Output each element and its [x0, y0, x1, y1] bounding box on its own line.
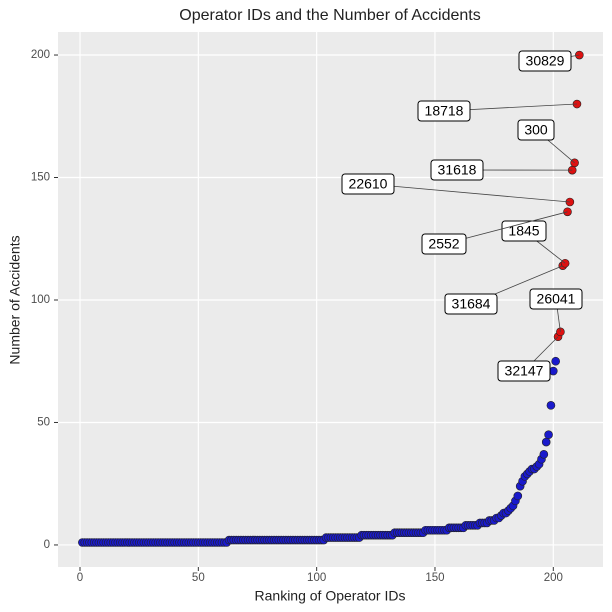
point-label: 31684: [452, 296, 491, 312]
label-box: [341, 173, 395, 195]
point: [544, 430, 553, 440]
y-tick-label: 50: [37, 417, 50, 429]
y-tick-label: 100: [31, 294, 50, 306]
point-label: 300: [524, 122, 548, 138]
label-box: [517, 119, 555, 141]
y-tick-label: 150: [31, 172, 50, 184]
labels: 32147 26041 31684 1845 2552 22610 31618 300 1871…: [341, 50, 583, 382]
point-label: 30829: [526, 53, 565, 69]
label-box: [529, 288, 583, 310]
label-box: [444, 293, 498, 315]
point: [513, 491, 523, 501]
grid: [58, 32, 603, 567]
y-axis-label: Number of Accidents: [7, 235, 23, 364]
chart-title: Operator IDs and the Number of Accidents: [179, 7, 480, 24]
x-tick-label: 0: [77, 572, 83, 584]
label-leader: [367, 183, 570, 203]
x-tick-label: 200: [544, 572, 563, 584]
x-axis-label: Ranking of Operator IDs: [255, 588, 406, 604]
x-tick-label: 150: [425, 572, 444, 584]
point: [551, 356, 560, 366]
point: [539, 450, 549, 459]
label-box: [497, 360, 551, 382]
label-box: [417, 100, 471, 122]
point-label: 26041: [537, 291, 576, 307]
x-tick-label: 100: [307, 572, 326, 584]
point-label: 22610: [349, 176, 388, 192]
label-box: [518, 50, 572, 72]
point-label: 32147: [505, 363, 544, 379]
point-label: 1845: [508, 223, 539, 239]
point: [549, 366, 558, 376]
y-tick-label: 200: [31, 49, 50, 61]
point-label: 31618: [438, 162, 477, 178]
x-tick-label: 50: [192, 572, 205, 584]
point: [546, 401, 556, 410]
point-label: 2552: [428, 236, 459, 252]
label-box: [430, 159, 484, 181]
point-label: 18718: [425, 103, 464, 119]
y-tick-label: 0: [44, 539, 50, 551]
label-box: [421, 233, 467, 255]
point: [541, 437, 551, 447]
